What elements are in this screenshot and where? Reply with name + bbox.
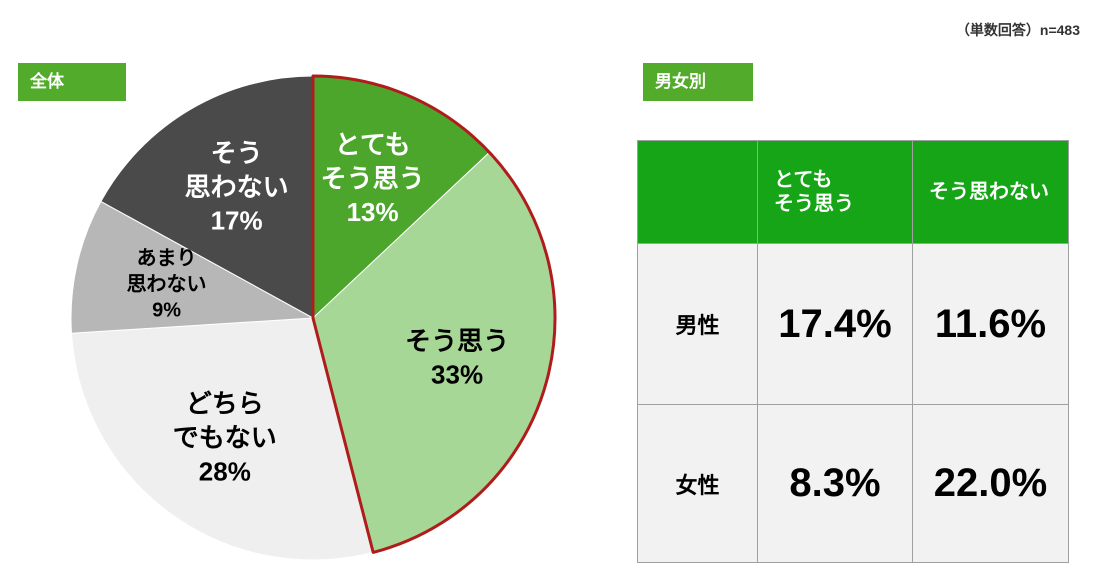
pie-slice bbox=[70, 317, 374, 561]
value-label: 28% bbox=[199, 456, 251, 486]
slice-label: あまり思わない bbox=[127, 247, 207, 296]
slice-label: そう思わない bbox=[185, 138, 289, 202]
header-row: とても そう思う そう思わない bbox=[637, 140, 1069, 244]
value-label: 17% bbox=[211, 206, 263, 236]
column-header: そう思わない bbox=[912, 140, 1069, 244]
pie-slice bbox=[100, 75, 314, 319]
row-label: 男性 bbox=[637, 243, 758, 405]
note: （単数回答）n=483 bbox=[955, 22, 1080, 38]
column-header: とても そう思う bbox=[757, 140, 913, 244]
slice-label-line: そう思う bbox=[405, 326, 509, 356]
slice-label-line: 思わない bbox=[127, 273, 207, 296]
row-label: 女性 bbox=[637, 404, 758, 563]
value-label: 9% bbox=[152, 300, 181, 322]
cell: 22.0% bbox=[912, 404, 1069, 563]
highlight-outline bbox=[311, 74, 557, 554]
slice-label: とてもそう思う bbox=[321, 129, 425, 193]
slice-label-line: とても bbox=[335, 129, 411, 159]
slice-label-line: そう bbox=[211, 138, 263, 168]
cell: 17.4% bbox=[757, 243, 913, 405]
cell: 11.6% bbox=[912, 243, 1069, 405]
chart-title: 全体 bbox=[18, 63, 126, 101]
slice-label: どちらでもない bbox=[173, 388, 277, 452]
pie-slice bbox=[70, 200, 315, 334]
slice-label-line: そう思う bbox=[321, 163, 425, 193]
table-title: 男女別 bbox=[643, 63, 753, 101]
row: 女性 8.3% 22.0% bbox=[637, 404, 1069, 563]
slice-label-line: でもない bbox=[173, 422, 277, 452]
table: とても そう思う そう思わない 男性 17.4% 11.6% 女性 8.3% 2… bbox=[637, 140, 1069, 563]
corner-cell bbox=[637, 140, 758, 244]
cell: 8.3% bbox=[757, 404, 913, 563]
value-label: 33% bbox=[431, 360, 483, 390]
slice-label: そう思う bbox=[405, 326, 509, 356]
slice-label-line: どちら bbox=[186, 388, 264, 418]
slice-label-line: あまり bbox=[137, 247, 197, 270]
value-label: 13% bbox=[347, 197, 399, 227]
slice-label-line: 思わない bbox=[185, 172, 289, 202]
row: 男性 17.4% 11.6% bbox=[637, 243, 1069, 405]
